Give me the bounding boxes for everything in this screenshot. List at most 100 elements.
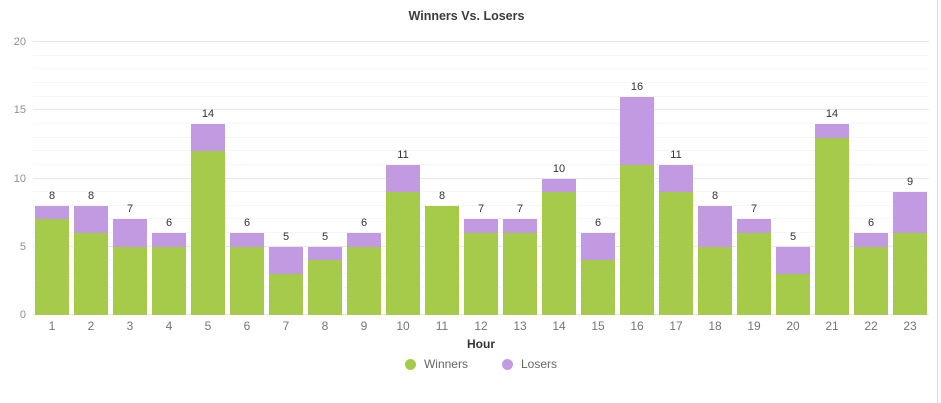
losers-segment: [698, 205, 732, 247]
plot-area: 8 8 7 6 14 6 5 5 6 11 8 7 7 10 6 16 11 8 7 5 14 6 9: [33, 41, 929, 315]
losers-segment: [230, 233, 264, 247]
winners-segment: [659, 192, 693, 315]
bar-total-label: 11: [670, 148, 682, 161]
losers-segment: [542, 178, 576, 193]
x-tick-label-12: 12: [474, 319, 488, 333]
legend-dot-winners: [404, 358, 416, 370]
legend-dot-losers: [501, 358, 513, 370]
x-tick-label-5: 5: [204, 319, 212, 333]
x-tick-label-17: 17: [669, 319, 683, 333]
losers-segment: [386, 164, 420, 193]
gridline-7: [33, 218, 929, 220]
winners-segment: [737, 233, 771, 315]
bar-hour-6: 6: [230, 42, 264, 315]
losers-segment: [347, 233, 381, 247]
gridline-11: [33, 163, 929, 165]
bar-total-label: 5: [321, 230, 329, 243]
bar-hour-7: 5: [269, 42, 303, 315]
winners-segment: [503, 233, 537, 315]
winners-segment: [74, 233, 108, 315]
x-tick-label-2: 2: [87, 319, 95, 333]
winners-segment: [386, 192, 420, 315]
gridline-18: [33, 68, 929, 70]
bar-total-label: 7: [516, 203, 524, 216]
bar-hour-23: 9: [893, 42, 927, 315]
bar-total-label: 9: [906, 176, 914, 189]
losers-segment: [464, 219, 498, 234]
bar-hour-3: 7: [113, 42, 147, 315]
bar-total-label: 6: [594, 217, 602, 230]
losers-segment: [308, 246, 342, 261]
y-tick-label-5: 5: [19, 240, 26, 253]
bar-total-label: 5: [789, 230, 797, 243]
legend-label: Losers: [520, 357, 558, 371]
losers-segment: [737, 219, 771, 234]
gridline-8: [33, 204, 929, 206]
bar-total-label: 8: [438, 189, 446, 202]
losers-segment: [581, 233, 615, 261]
bar-hour-9: 6: [347, 42, 381, 315]
losers-segment: [659, 164, 693, 193]
bar-hour-11: 8: [425, 42, 459, 315]
bar-series: 8 8 7 6 14 6 5 5 6 11 8 7 7 10 6 16 11 8 7 5 14 6 9: [33, 42, 929, 315]
x-tick-label-23: 23: [903, 319, 917, 333]
legend-item-winners[interactable]: Winners: [404, 357, 468, 371]
winners-segment: [698, 246, 732, 315]
x-tick-label-20: 20: [786, 319, 800, 333]
losers-segment: [35, 205, 69, 220]
panel-right-border: [937, 0, 938, 403]
bar-total-label: 8: [711, 189, 719, 202]
y-tick-label-10: 10: [13, 172, 26, 185]
losers-segment: [854, 233, 888, 247]
losers-segment: [815, 123, 849, 138]
x-tick-label-14: 14: [552, 319, 566, 333]
legend-item-losers[interactable]: Losers: [501, 357, 558, 371]
bar-total-label: 6: [243, 217, 251, 230]
chart-legend: Winners Losers: [33, 357, 929, 371]
losers-segment: [620, 96, 654, 165]
gridline-9: [33, 191, 929, 193]
bar-total-label: 6: [360, 217, 368, 230]
bar-hour-12: 7: [464, 42, 498, 315]
x-tick-label-13: 13: [513, 319, 527, 333]
bar-hour-16: 16: [620, 42, 654, 315]
winners-segment: [230, 246, 264, 315]
winners-segment: [893, 233, 927, 315]
gridline-16: [33, 95, 929, 97]
bar-hour-1: 8: [35, 42, 69, 315]
x-tick-label-6: 6: [243, 319, 251, 333]
gridline-12: [33, 150, 929, 152]
gridline-10: [33, 177, 929, 179]
x-tick-label-11: 11: [435, 319, 449, 333]
losers-segment: [152, 233, 186, 247]
legend-label: Winners: [423, 357, 468, 371]
bar-total-label: 16: [630, 80, 644, 93]
winners-segment: [815, 137, 849, 315]
x-tick-label-15: 15: [591, 319, 605, 333]
bar-total-label: 10: [552, 162, 566, 175]
winners-segment: [464, 233, 498, 315]
winners-segment: [269, 274, 303, 315]
bar-total-label: 7: [126, 203, 134, 216]
losers-segment: [503, 219, 537, 234]
bar-hour-18: 8: [698, 42, 732, 315]
x-tick-label-4: 4: [165, 319, 173, 333]
x-tick-label-9: 9: [360, 319, 368, 333]
bar-total-label: 7: [477, 203, 485, 216]
bar-total-label: 14: [201, 107, 215, 120]
x-tick-label-22: 22: [864, 319, 878, 333]
x-axis-title: Hour: [467, 337, 495, 351]
bar-total-label: 5: [282, 230, 290, 243]
bar-hour-22: 6: [854, 42, 888, 315]
losers-segment: [74, 205, 108, 234]
losers-segment: [269, 246, 303, 275]
gridline-14: [33, 122, 929, 124]
losers-segment: [776, 246, 810, 275]
y-tick-label-0: 0: [19, 309, 26, 321]
gridline-17: [33, 81, 929, 83]
winners-segment: [191, 151, 225, 315]
x-axis-ticks: 1 2 3 4 5 6 7 8 9 10 11 12 13 14 15 16 17 18 19 20 21 22 23: [33, 319, 929, 333]
bar-total-label: 14: [825, 107, 839, 120]
bar-hour-20: 5: [776, 42, 810, 315]
bar-total-label: 8: [87, 189, 95, 202]
